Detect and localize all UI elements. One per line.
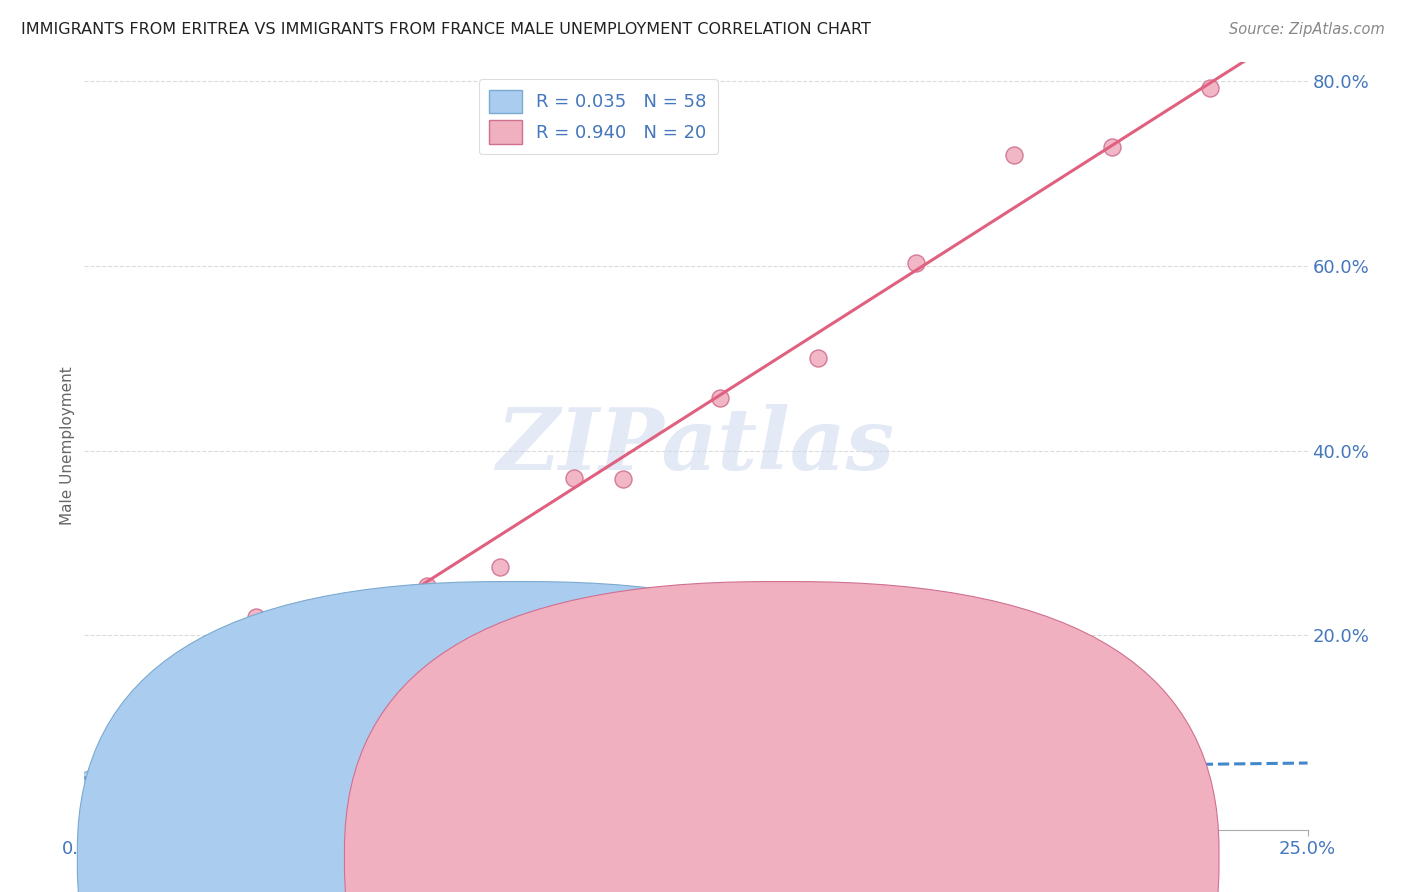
Point <box>232 764 254 778</box>
Point <box>269 697 291 711</box>
Point <box>180 777 202 791</box>
Point <box>709 391 731 405</box>
Point <box>489 795 512 809</box>
Point <box>195 808 218 822</box>
Legend: R = 0.035   N = 58, R = 0.940   N = 20: R = 0.035 N = 58, R = 0.940 N = 20 <box>478 79 717 154</box>
Point <box>195 656 218 670</box>
Text: IMMIGRANTS FROM ERITREA VS IMMIGRANTS FROM FRANCE MALE UNEMPLOYMENT CORRELATION : IMMIGRANTS FROM ERITREA VS IMMIGRANTS FR… <box>21 22 870 37</box>
Point <box>84 808 107 822</box>
Point <box>162 797 184 811</box>
Text: ZIPatlas: ZIPatlas <box>496 404 896 488</box>
Point <box>266 783 288 797</box>
Point <box>163 778 186 792</box>
Point <box>1198 81 1220 95</box>
Point <box>136 779 159 793</box>
Point <box>103 784 125 798</box>
Text: Source: ZipAtlas.com: Source: ZipAtlas.com <box>1229 22 1385 37</box>
Point <box>131 724 153 739</box>
Point <box>97 761 120 775</box>
Point <box>103 769 125 783</box>
Point <box>108 787 131 801</box>
Point <box>160 797 183 811</box>
Point <box>77 772 100 786</box>
Point <box>122 765 145 780</box>
Point <box>121 783 143 797</box>
Point <box>172 739 194 754</box>
Point <box>110 785 132 799</box>
Point <box>153 781 176 796</box>
Point <box>100 804 122 818</box>
Point <box>176 792 198 806</box>
Point <box>132 748 155 763</box>
Point <box>426 744 449 758</box>
Point <box>179 783 201 797</box>
Point <box>156 767 179 781</box>
Point <box>136 737 159 751</box>
Point <box>179 747 201 761</box>
Point <box>169 756 191 771</box>
Point <box>245 690 267 704</box>
Point <box>416 579 439 593</box>
Point <box>105 764 128 778</box>
Point <box>489 560 512 574</box>
Point <box>146 721 169 735</box>
Point <box>162 779 184 793</box>
Point <box>127 741 149 756</box>
Point <box>120 761 142 775</box>
Point <box>294 702 316 716</box>
Point <box>103 800 125 814</box>
Point <box>208 780 231 795</box>
Point <box>181 805 204 819</box>
Point <box>278 769 301 783</box>
Point <box>250 804 273 818</box>
Point <box>219 723 242 738</box>
Point <box>152 783 174 797</box>
Point <box>905 256 928 270</box>
Point <box>143 761 166 775</box>
Point <box>128 767 150 781</box>
Point <box>124 759 146 773</box>
Point <box>149 789 172 804</box>
Point <box>807 351 830 366</box>
Point <box>1002 148 1025 162</box>
Text: Immigrants from Eritrea: Immigrants from Eritrea <box>536 849 735 867</box>
Point <box>246 778 269 792</box>
Point <box>84 797 107 812</box>
Point <box>195 693 218 707</box>
Point <box>90 806 112 821</box>
Point <box>115 743 138 757</box>
Point <box>1101 139 1123 153</box>
Point <box>245 610 267 624</box>
Point <box>134 789 156 804</box>
Point <box>209 752 232 766</box>
Point <box>612 472 634 486</box>
Point <box>562 471 585 485</box>
Point <box>122 737 145 751</box>
Point <box>146 785 169 799</box>
Point <box>219 638 242 652</box>
Point <box>139 787 162 801</box>
Point <box>122 776 145 790</box>
Text: Immigrants from France: Immigrants from France <box>803 849 1002 867</box>
Y-axis label: Male Unemployment: Male Unemployment <box>60 367 75 525</box>
Point <box>367 629 389 643</box>
Point <box>100 743 122 757</box>
Point <box>318 702 340 716</box>
Point <box>259 772 281 787</box>
Point <box>245 706 267 721</box>
